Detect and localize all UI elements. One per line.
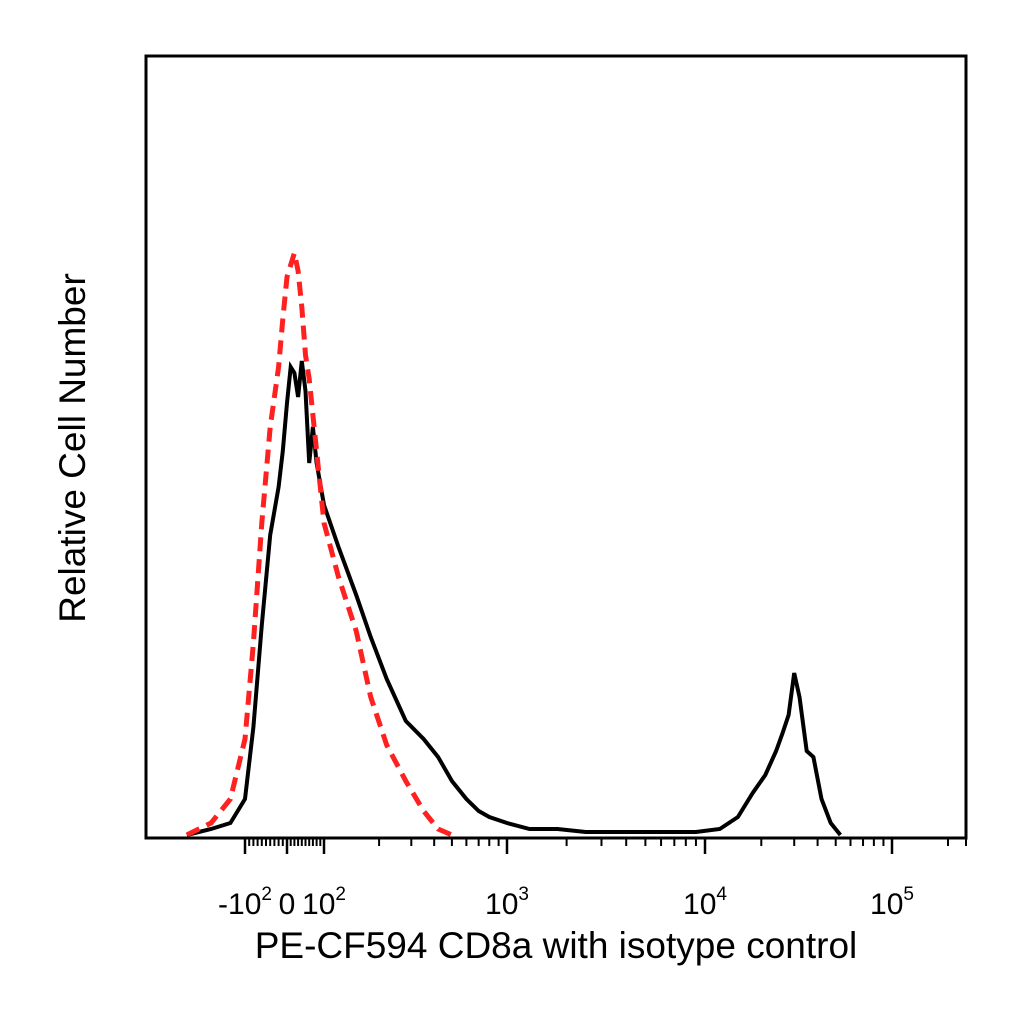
cd8a-series-line xyxy=(186,360,842,837)
x-axis-tick-labels: -102 0 102 103 104 105 xyxy=(218,884,914,921)
isotype-control-series-line xyxy=(185,252,453,838)
y-axis-label: Relative Cell Number xyxy=(52,273,93,623)
x-tick-label: 104 xyxy=(683,884,727,921)
x-axis-label: PE-CF594 CD8a with isotype control xyxy=(255,925,858,966)
x-tick-label: 105 xyxy=(870,884,914,921)
x-tick-label: 102 xyxy=(302,884,346,921)
plot-frame xyxy=(144,54,968,840)
plot-layer xyxy=(185,252,842,838)
x-tick-label: -102 xyxy=(218,884,272,921)
x-axis-ticks xyxy=(243,838,967,854)
x-tick-label: 103 xyxy=(485,884,529,921)
x-tick-label: 0 xyxy=(279,888,296,921)
